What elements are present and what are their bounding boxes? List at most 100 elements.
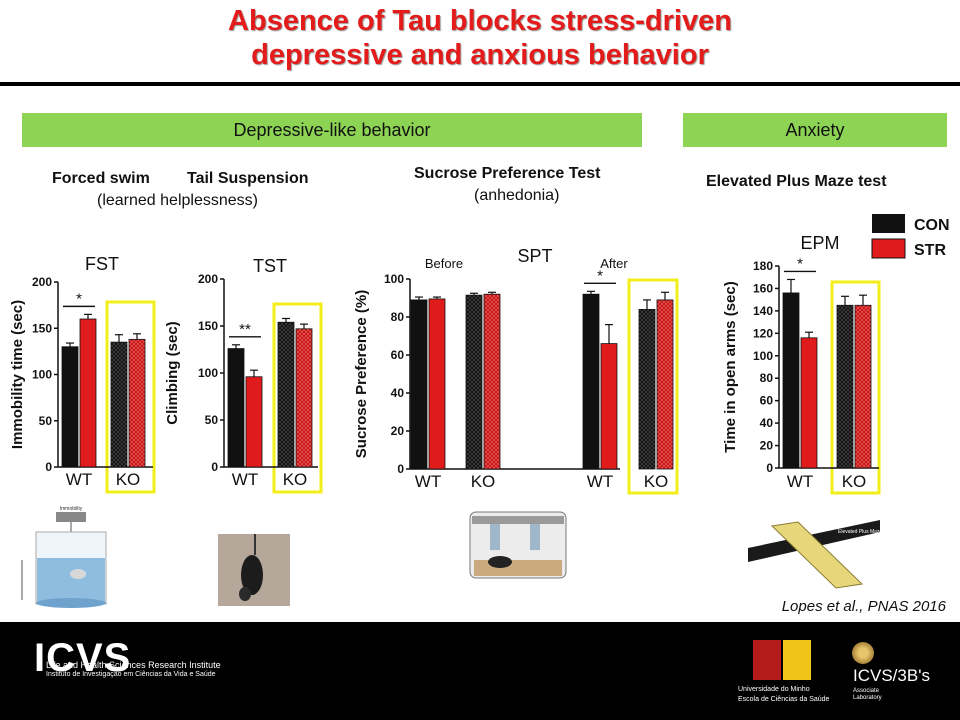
subheading-learned-helplessness: (learned helplessness): [97, 192, 258, 209]
tst-ko-highlight-box: [272, 302, 323, 494]
spt-bar-wt-con: [410, 299, 428, 470]
spt-group-label-ko: KO: [471, 472, 496, 491]
fst-y-tick-label: 50: [39, 414, 53, 428]
fst-significance-marker: *: [76, 290, 82, 307]
legend-label-con: CON: [914, 217, 950, 234]
banner-anxiety: Anxiety: [683, 113, 947, 147]
tst-y-tick-label: 0: [211, 460, 218, 474]
fst-y-tick-label: 200: [32, 275, 52, 289]
spt-y-axis-label: Sucrose Preference (%): [353, 290, 370, 458]
fst-y-tick-label: 0: [45, 460, 52, 474]
epm-maze-illustration: Elevated Plus Maze: [748, 520, 882, 589]
spt-ko-highlight-box: [627, 278, 679, 495]
epm-y-tick-label: 100: [753, 349, 773, 363]
uminho-name: Universidade do Minho: [738, 686, 810, 693]
banner-depressive: Depressive-like behavior: [22, 113, 642, 147]
epm-bar-wt-str: [800, 337, 818, 469]
spt-cage-photo: [469, 511, 567, 579]
title-divider: [0, 82, 960, 86]
spt-y-tick-label: 40: [391, 386, 405, 400]
laboratory-label: Laboratory: [853, 695, 882, 701]
epm-y-tick-label: 20: [760, 439, 774, 453]
icvs-logo: ICVS: [34, 636, 132, 680]
tst-y-tick-label: 50: [205, 413, 219, 427]
epm-bar-ko-str: [854, 304, 872, 469]
spt-y-tick-label: 100: [384, 272, 404, 286]
heading-forced-swim: Forced swim: [52, 170, 150, 187]
epm-significance-marker: *: [797, 255, 803, 272]
epm-group-label-ko: KO: [842, 472, 867, 491]
tst-bar-ko-str: [295, 328, 313, 468]
fst-y-tick-label: 150: [32, 321, 52, 335]
spt-group-label-wt: WT: [587, 472, 613, 491]
spt-chart-title: SPT: [517, 246, 552, 266]
epm-y-tick-label: 180: [753, 259, 773, 273]
icvs3bs-dots-icon: [852, 642, 874, 664]
associate-label: Associate: [853, 688, 880, 694]
fst-y-axis-label: Immobility time (sec): [9, 300, 26, 449]
epm-y-axis-label: Time in open arms (sec): [722, 281, 739, 452]
spt-y-tick-label: 20: [391, 424, 405, 438]
epm-y-tick-label: 160: [753, 281, 773, 295]
spt-group-label-ko: KO: [644, 472, 669, 491]
title-line-1: Absence of Tau blocks stress-driven: [228, 5, 732, 37]
epm-y-tick-label: 0: [766, 461, 773, 475]
title-line-2: depressive and anxious behavior: [251, 39, 709, 71]
uminho-logo: [753, 640, 813, 680]
spt-section-label: After: [600, 256, 628, 271]
fst-bar-ko-str: [128, 338, 146, 468]
spt-significance-marker: *: [597, 267, 603, 284]
tst-y-tick-label: 200: [198, 272, 218, 286]
spt-bar-ko-str: [656, 299, 674, 470]
associate-laboratory: Associate Laboratory: [853, 688, 882, 702]
spt-bar-ko-con: [465, 294, 483, 470]
uminho-logo-left-block: [753, 640, 781, 680]
subheading-anhedonia: (anhedonia): [474, 187, 560, 204]
spt-bar-wt-str: [428, 298, 446, 470]
epm-y-tick-label: 40: [760, 416, 774, 430]
spt-bar-ko-con: [638, 308, 656, 470]
epm-y-tick-label: 140: [753, 304, 773, 318]
epm-photo-caption: Elevated Plus Maze: [838, 529, 882, 535]
epm-ko-highlight-box: [830, 280, 881, 495]
legend-swatch-str: [871, 238, 906, 259]
heading-epm-test: Elevated Plus Maze test: [706, 173, 887, 190]
tst-y-axis-label: Climbing (sec): [164, 321, 181, 424]
tst-bar-wt-str: [245, 376, 263, 468]
spt-group-label-wt: WT: [415, 472, 441, 491]
spt-bar-wt-con: [582, 293, 600, 470]
institute-name-en: Life and Health Sciences Research Instit…: [46, 660, 221, 670]
epm-bar-wt-con: [782, 292, 800, 469]
fst-ko-highlight-box: [105, 300, 156, 494]
institute-name-pt: Instituto de Investigação em Ciências da…: [46, 671, 216, 678]
tst-significance-marker: **: [239, 321, 251, 338]
tst-chart-title: TST: [253, 256, 287, 276]
fst-photo-caption: Immobility: [60, 506, 83, 512]
fst-group-label-ko: KO: [116, 470, 141, 489]
heading-sucrose-test: Sucrose Preference Test: [414, 165, 601, 182]
uminho-school: Escola de Ciências da Saúde: [738, 696, 830, 703]
slide-title: Absence of Tau blocks stress-driven depr…: [0, 4, 960, 72]
heading-tail-suspension: Tail Suspension: [187, 170, 309, 187]
tst-bar-wt-con: [227, 348, 245, 468]
epm-group-label-wt: WT: [787, 472, 813, 491]
tst-group-label-wt: WT: [232, 470, 258, 489]
legend-label-str: STR: [914, 242, 946, 259]
tst-y-tick-label: 150: [198, 319, 218, 333]
icvs3bs-logo: ICVS/3B's: [853, 666, 930, 685]
tst-bar-ko-con: [277, 321, 295, 468]
fst-apparatus-illustration: Immobility: [21, 506, 107, 608]
citation: Lopes et al., PNAS 2016: [781, 598, 946, 615]
spt-bar-wt-str: [600, 343, 618, 470]
tst-mouse-photo: [218, 534, 290, 606]
legend-swatch-con: [872, 214, 905, 233]
footer-bar: ICVS Life and Health Sciences Research I…: [0, 622, 960, 720]
spt-y-tick-label: 80: [391, 310, 405, 324]
spt-bar-ko-str: [483, 293, 501, 470]
fst-group-label-wt: WT: [66, 470, 92, 489]
tst-y-tick-label: 100: [198, 366, 218, 380]
epm-y-tick-label: 120: [753, 326, 773, 340]
fst-chart-title: FST: [85, 254, 119, 274]
fst-bar-ko-con: [110, 341, 128, 468]
